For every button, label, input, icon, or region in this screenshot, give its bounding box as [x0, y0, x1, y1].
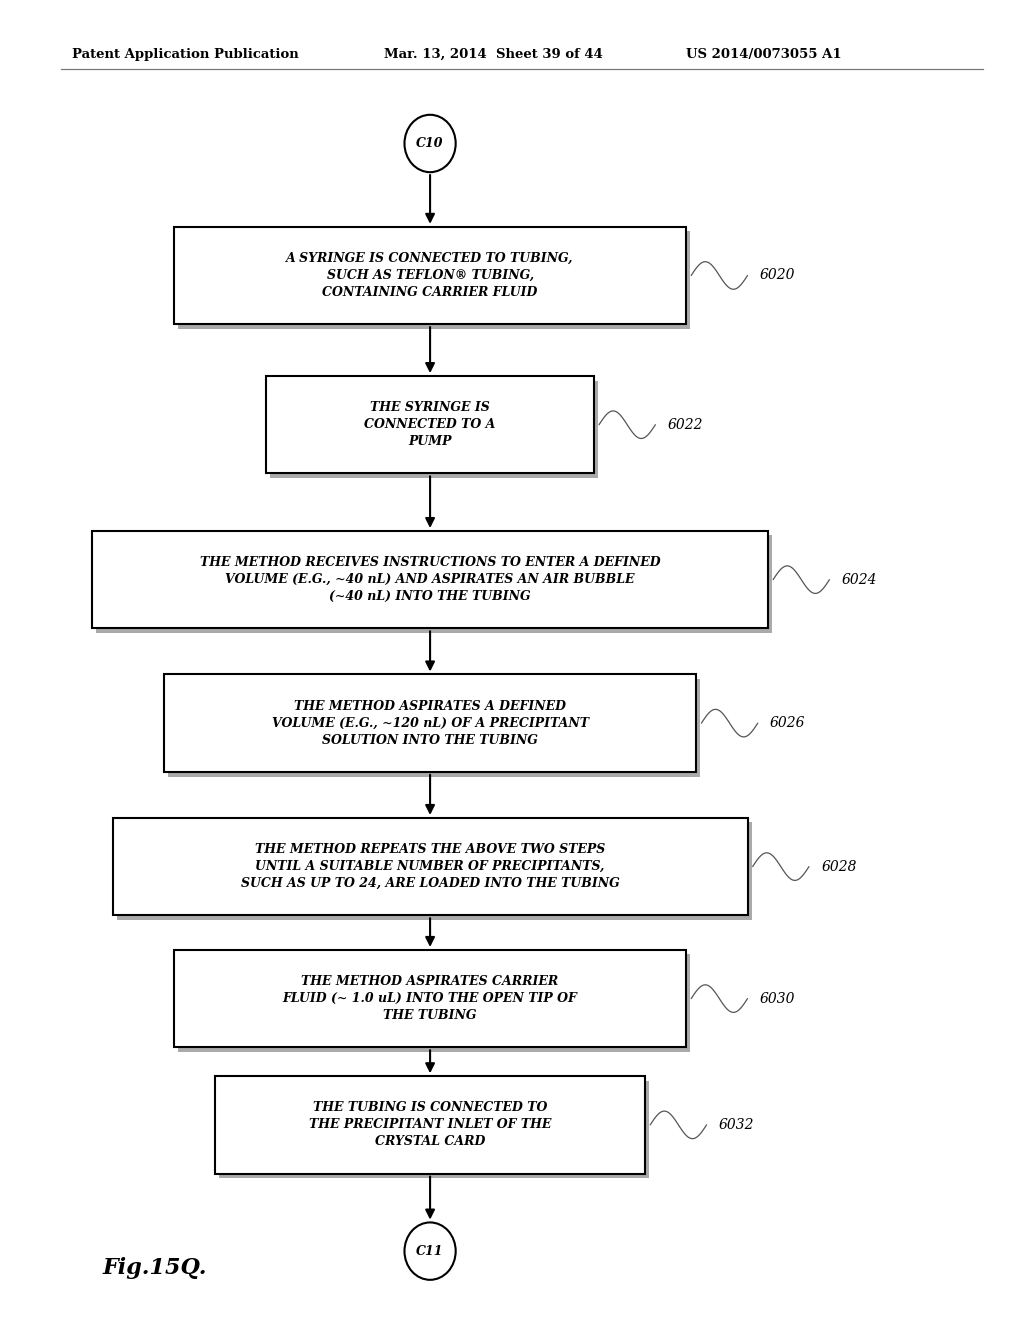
Text: Mar. 13, 2014  Sheet 39 of 44: Mar. 13, 2014 Sheet 39 of 44: [384, 48, 603, 61]
Text: 6022: 6022: [668, 417, 703, 432]
Text: 6024: 6024: [842, 573, 878, 586]
FancyBboxPatch shape: [92, 531, 768, 628]
Text: US 2014/0073055 A1: US 2014/0073055 A1: [686, 48, 842, 61]
FancyBboxPatch shape: [168, 678, 700, 776]
Text: THE METHOD ASPIRATES A DEFINED
VOLUME (E.G., ~120 nL) OF A PRECIPITANT
SOLUTION : THE METHOD ASPIRATES A DEFINED VOLUME (E…: [271, 700, 589, 747]
FancyBboxPatch shape: [174, 950, 686, 1047]
Text: 6030: 6030: [760, 991, 796, 1006]
FancyBboxPatch shape: [117, 822, 752, 920]
FancyBboxPatch shape: [178, 231, 690, 329]
FancyBboxPatch shape: [113, 818, 748, 915]
Text: A SYRINGE IS CONNECTED TO TUBING,
SUCH AS TEFLON® TUBING,
CONTAINING CARRIER FLU: A SYRINGE IS CONNECTED TO TUBING, SUCH A…: [287, 252, 573, 298]
Text: 6020: 6020: [760, 268, 796, 282]
Text: THE METHOD RECEIVES INSTRUCTIONS TO ENTER A DEFINED
VOLUME (E.G., ~40 nL) AND AS: THE METHOD RECEIVES INSTRUCTIONS TO ENTE…: [200, 556, 660, 603]
FancyBboxPatch shape: [164, 675, 696, 772]
Text: C10: C10: [417, 137, 443, 150]
Text: Patent Application Publication: Patent Application Publication: [72, 48, 298, 61]
Text: 6026: 6026: [770, 717, 806, 730]
Circle shape: [404, 115, 456, 172]
Circle shape: [404, 1222, 456, 1280]
Text: Fig.15Q.: Fig.15Q.: [102, 1257, 207, 1279]
FancyBboxPatch shape: [266, 376, 594, 474]
FancyBboxPatch shape: [178, 954, 690, 1052]
FancyBboxPatch shape: [219, 1081, 649, 1179]
Text: THE METHOD ASPIRATES CARRIER
FLUID (~ 1.0 uL) INTO THE OPEN TIP OF
THE TUBING: THE METHOD ASPIRATES CARRIER FLUID (~ 1.…: [283, 975, 578, 1022]
Text: C11: C11: [417, 1245, 443, 1258]
Text: 6032: 6032: [719, 1118, 755, 1131]
FancyBboxPatch shape: [96, 536, 772, 634]
Text: THE TUBING IS CONNECTED TO
THE PRECIPITANT INLET OF THE
CRYSTAL CARD: THE TUBING IS CONNECTED TO THE PRECIPITA…: [309, 1101, 551, 1148]
Text: THE SYRINGE IS
CONNECTED TO A
PUMP: THE SYRINGE IS CONNECTED TO A PUMP: [365, 401, 496, 449]
FancyBboxPatch shape: [270, 380, 598, 478]
FancyBboxPatch shape: [215, 1076, 645, 1173]
Text: THE METHOD REPEATS THE ABOVE TWO STEPS
UNTIL A SUITABLE NUMBER OF PRECIPITANTS,
: THE METHOD REPEATS THE ABOVE TWO STEPS U…: [241, 843, 620, 890]
Text: 6028: 6028: [821, 859, 857, 874]
FancyBboxPatch shape: [174, 227, 686, 325]
